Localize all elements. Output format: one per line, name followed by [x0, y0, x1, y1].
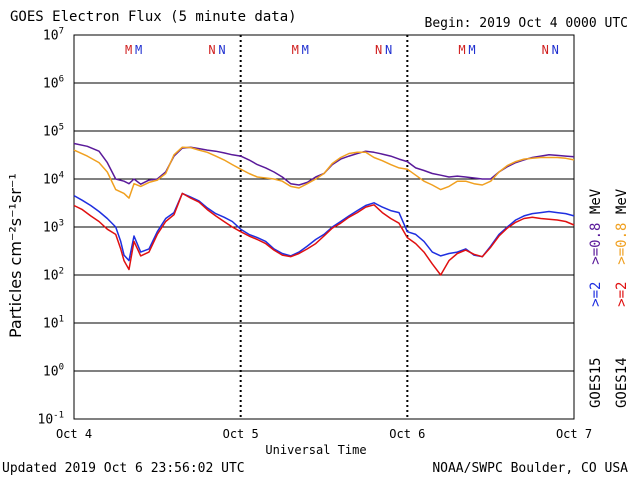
series-goes14-0-8-mev: [73, 146, 575, 199]
event-marker-m: M: [301, 43, 309, 57]
y-tick-label: 107: [42, 26, 64, 44]
legend-goes15-unit: MeV: [588, 188, 604, 215]
event-marker-m: M: [291, 43, 299, 57]
legend-goes15-08mev: >=0.8: [588, 222, 604, 265]
updated-timestamp: Updated 2019 Oct 6 23:56:02 UTC: [2, 461, 245, 476]
event-marker-m: M: [458, 43, 466, 57]
event-marker-m: M: [135, 43, 143, 57]
event-marker-m: M: [125, 43, 133, 57]
y-tick-label: 103: [42, 218, 64, 236]
event-marker-n: N: [218, 43, 226, 57]
y-tick-label: 104: [42, 170, 64, 188]
legend-goes14-sat: GOES14: [614, 357, 630, 408]
x-tick-label: Oct 6: [389, 427, 426, 441]
series-layer: [73, 142, 575, 276]
chart-title: GOES Electron Flux (5 minute data): [10, 9, 297, 25]
legend-goes15-sat: GOES15: [588, 357, 604, 408]
y-tick-label: 102: [42, 266, 64, 284]
legend-goes14: GOES14 >=2 >=0.8 MeV: [614, 189, 630, 408]
x-tick-label: Oct 4: [55, 427, 93, 441]
y-tick-label: 106: [42, 74, 64, 92]
y-tick-label: 100: [42, 362, 64, 380]
event-marker-m: M: [468, 43, 476, 57]
series-goes14-2-mev: [73, 192, 575, 276]
y-axis-label: Particles cm⁻²s⁻¹sr⁻¹: [6, 173, 25, 338]
x-tick-label: Oct 7: [555, 427, 593, 441]
y-tick-label: 105: [42, 122, 64, 140]
event-marker-n: N: [208, 43, 216, 57]
legend-goes14-08mev: >=0.8: [614, 222, 630, 265]
legend-goes14-unit: MeV: [614, 188, 630, 215]
event-marker-n: N: [385, 43, 393, 57]
begin-time: Begin: 2019 Oct 4 0000 UTC: [424, 16, 629, 31]
event-marker-n: N: [551, 43, 559, 57]
legend-goes15: GOES15 >=2 >=0.8 MeV: [588, 189, 604, 408]
agency-credit: NOAA/SWPC Boulder, CO USA: [432, 461, 628, 476]
event-marker-n: N: [541, 43, 549, 57]
y-tick-label: 10-1: [37, 410, 65, 428]
y-tick-label: 101: [42, 314, 64, 332]
x-axis-label: Universal Time: [265, 443, 367, 457]
event-marker-n: N: [375, 43, 383, 57]
legend-goes15-2mev: >=2: [588, 281, 604, 307]
legend-goes14-2mev: >=2: [614, 281, 630, 307]
x-tick-label: Oct 5: [222, 427, 259, 441]
